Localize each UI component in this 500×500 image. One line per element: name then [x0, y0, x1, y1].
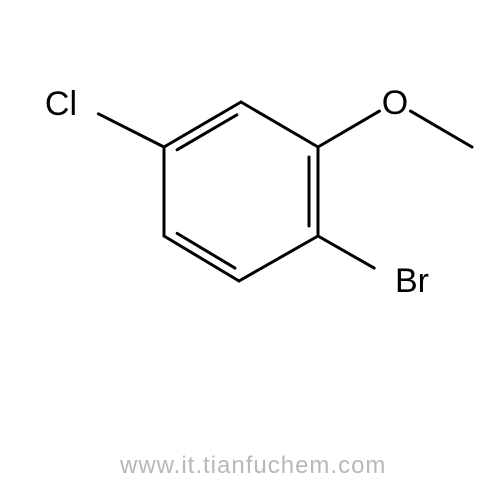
atom-label-br: Br [395, 262, 429, 300]
molecule-diagram: Cl O Br [0, 0, 500, 500]
bond-line [164, 102, 241, 147]
bond-line [239, 236, 318, 281]
bond-line [241, 102, 318, 147]
bond-line [177, 115, 237, 150]
bond-line [164, 236, 239, 281]
atom-label-o: O [382, 84, 408, 122]
bond-line [318, 236, 374, 268]
bond-line [318, 111, 379, 147]
bond-line [411, 111, 472, 147]
atom-label-cl: Cl [45, 85, 77, 123]
bond-line [98, 114, 164, 147]
